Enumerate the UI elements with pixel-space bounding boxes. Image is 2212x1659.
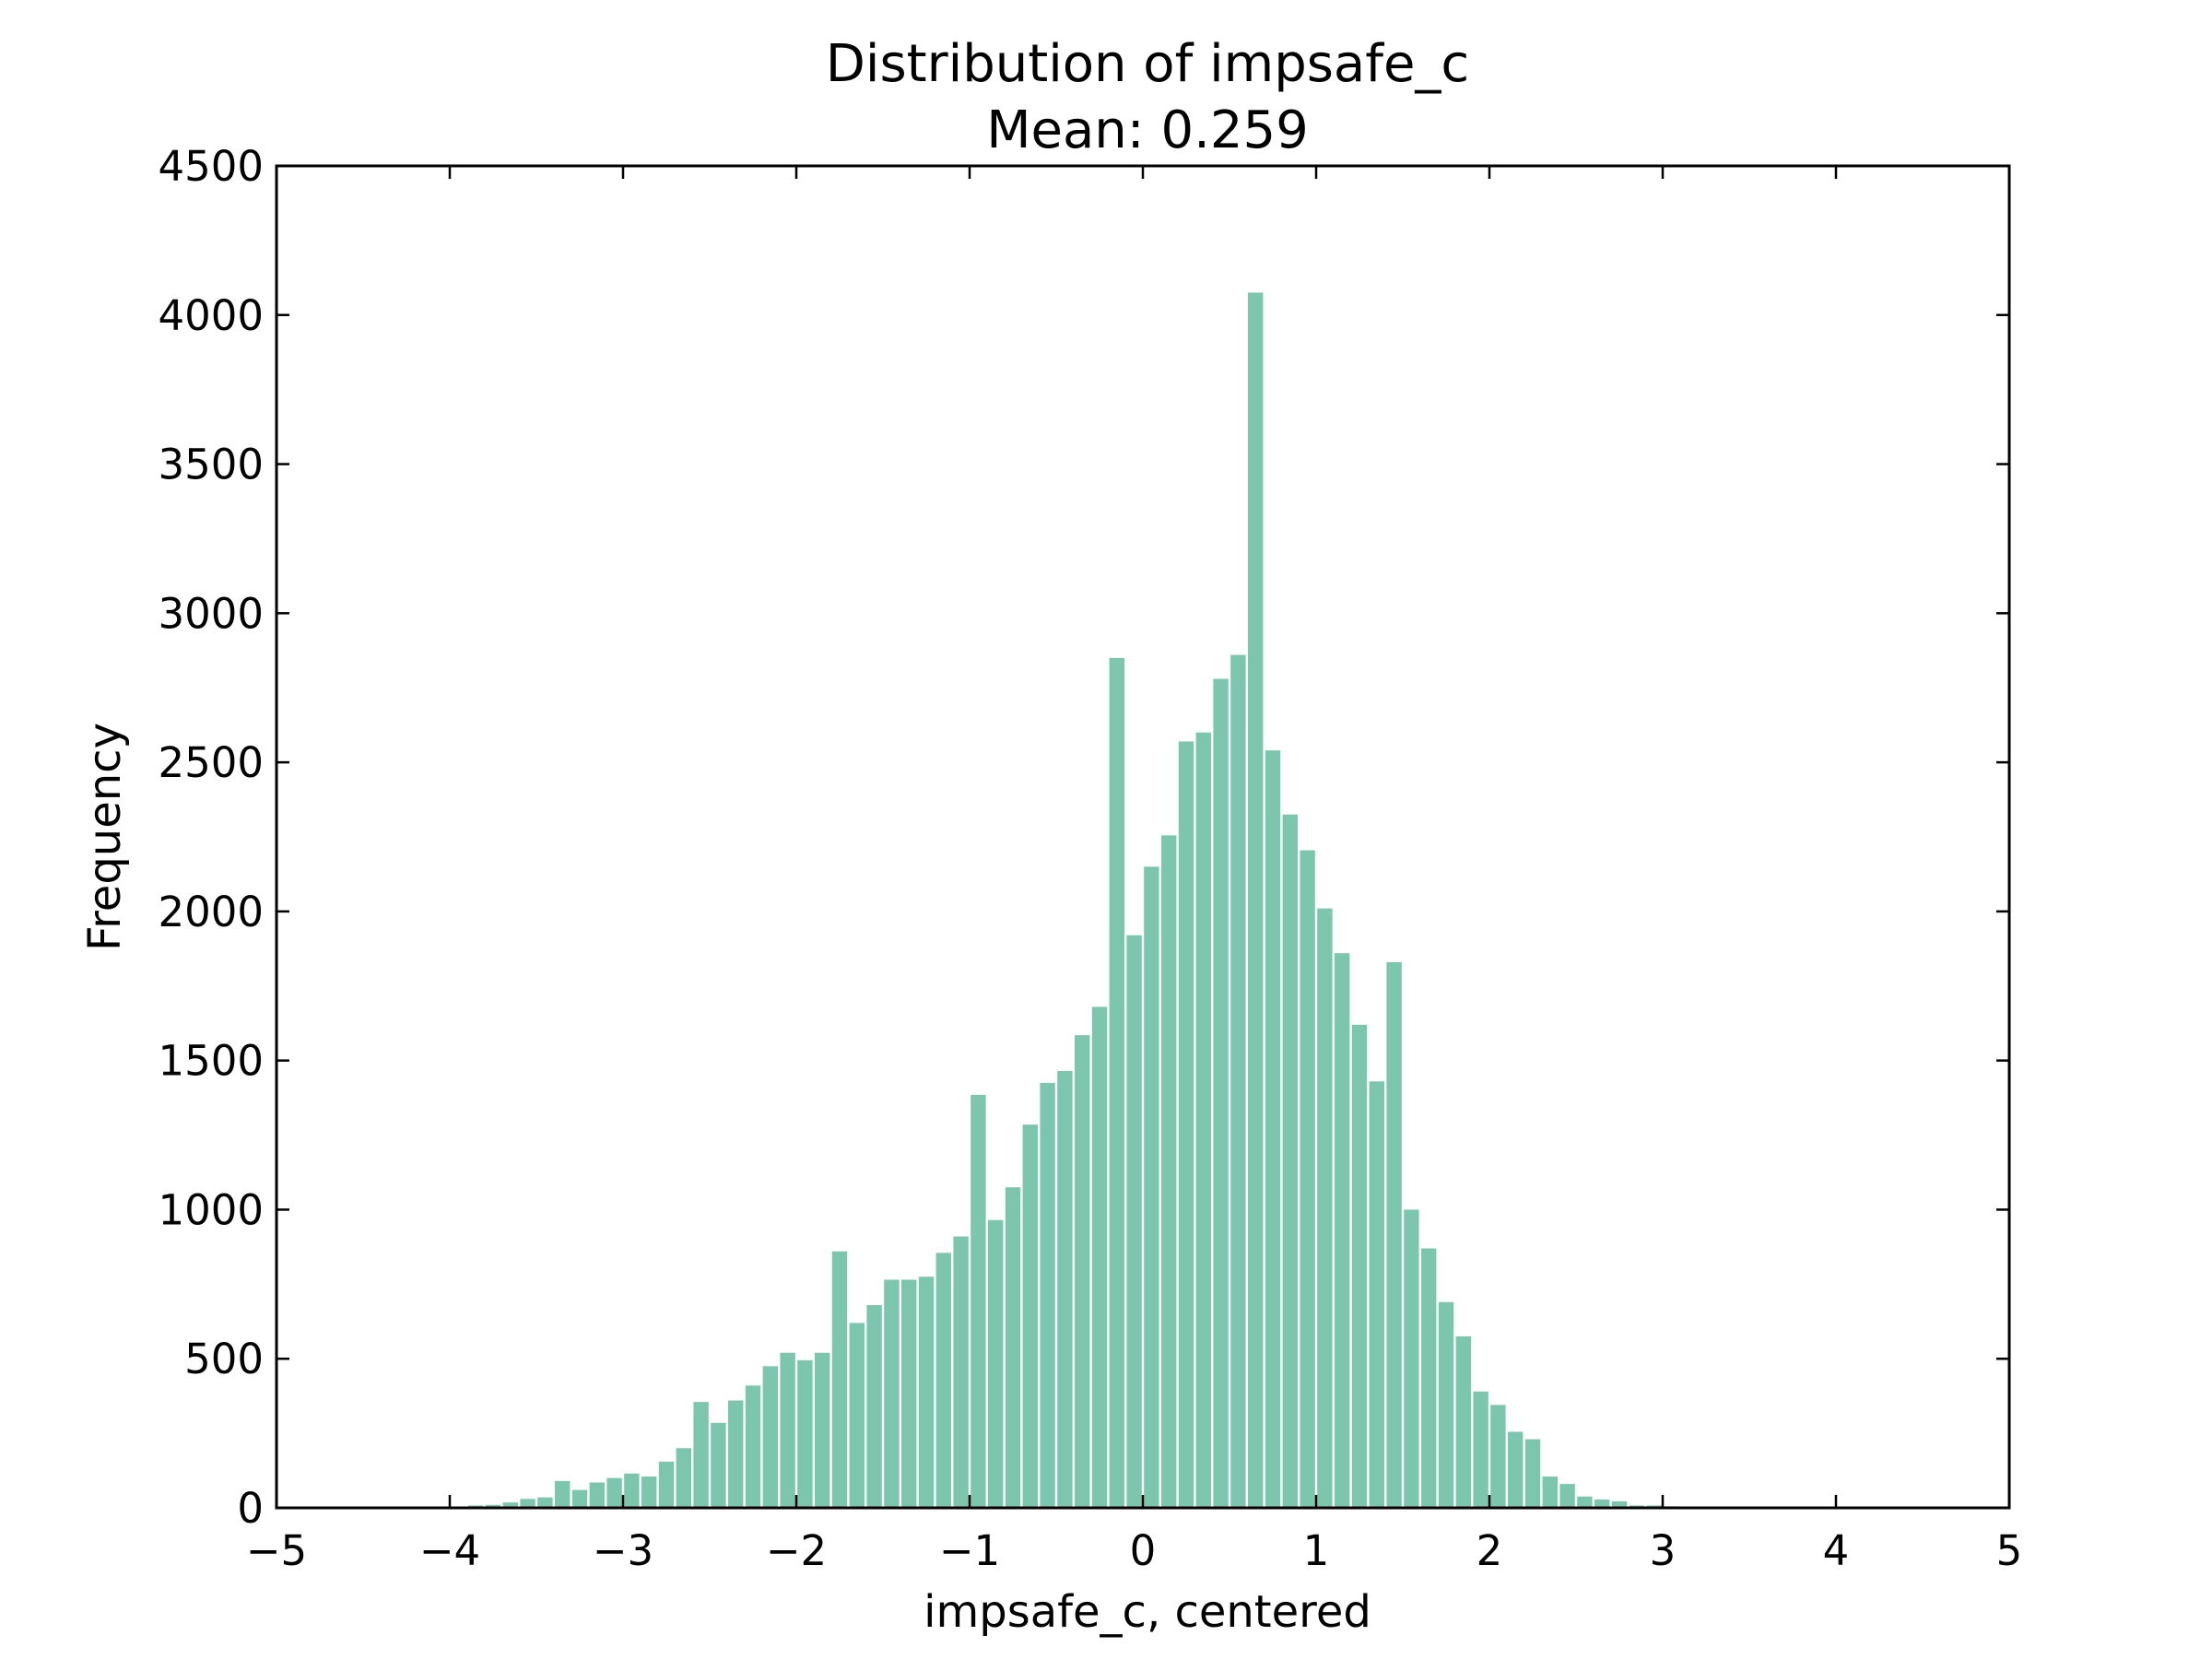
histogram-bar xyxy=(988,1219,1004,1508)
histogram-bar xyxy=(849,1323,865,1508)
histogram-bar xyxy=(1230,654,1246,1508)
histogram-bar xyxy=(1091,1006,1108,1508)
histogram-bar xyxy=(1265,750,1281,1508)
y-tick-label: 1000 xyxy=(158,1185,264,1234)
histogram-bar xyxy=(1005,1187,1021,1508)
histogram-bar xyxy=(1300,850,1315,1508)
histogram-bar xyxy=(780,1352,795,1508)
histogram-bar xyxy=(571,1489,588,1508)
histogram-bar xyxy=(971,1094,986,1508)
histogram-bar xyxy=(762,1366,778,1508)
ticks-group: −5 −4 −3 −2 −1 0 1 2 3 4 5 0 500 1000 1500 2000 2500 3000… xyxy=(158,142,2022,1575)
x-tick-label: −4 xyxy=(419,1526,480,1575)
histogram-bar xyxy=(1559,1484,1575,1508)
histogram-bar xyxy=(1369,1081,1384,1508)
histogram-bar xyxy=(1421,1248,1437,1508)
x-tick-label: −1 xyxy=(939,1526,1000,1575)
histogram-bar xyxy=(901,1279,917,1508)
histogram-bar xyxy=(1335,953,1350,1508)
histogram-bar xyxy=(1075,1035,1090,1508)
x-tick-label: 2 xyxy=(1477,1526,1503,1575)
chart-subtitle: Mean: 0.259 xyxy=(986,100,1309,160)
histogram-bar xyxy=(1144,866,1159,1508)
histogram-bar xyxy=(1524,1439,1541,1508)
y-tick-label: 1500 xyxy=(158,1037,264,1086)
x-tick-label: −3 xyxy=(593,1526,653,1575)
histogram-bar xyxy=(711,1422,726,1508)
histogram-bar xyxy=(797,1359,813,1508)
histogram-bar xyxy=(1404,1209,1419,1508)
histogram-bar xyxy=(555,1480,571,1508)
histogram-bar xyxy=(589,1482,605,1508)
histogram-bar xyxy=(1317,908,1333,1508)
histogram-bar xyxy=(866,1304,882,1508)
histogram-bar xyxy=(1213,678,1229,1508)
histogram-bar xyxy=(884,1279,900,1508)
chart-title: Distribution of impsafe_c xyxy=(826,34,1469,94)
y-axis-label: Frequency xyxy=(79,723,131,951)
histogram-bar xyxy=(1542,1477,1558,1508)
histogram-bar xyxy=(1438,1301,1454,1508)
histogram-bar xyxy=(1195,732,1211,1508)
x-axis-label: impsafe_c, centered xyxy=(924,1586,1371,1638)
histogram-bar xyxy=(1351,1024,1368,1508)
histogram-bar xyxy=(1455,1335,1471,1508)
histogram-bar xyxy=(641,1477,657,1508)
bars-group xyxy=(468,292,1697,1508)
histogram-bar xyxy=(1386,961,1402,1508)
y-tick-label: 500 xyxy=(184,1335,264,1383)
y-tick-label: 2500 xyxy=(158,738,264,787)
histogram-bar xyxy=(1178,741,1194,1508)
histogram-bar xyxy=(1508,1431,1524,1508)
histogram-bar xyxy=(953,1236,969,1508)
histogram-bar xyxy=(1577,1496,1593,1508)
histogram-bar xyxy=(658,1461,675,1508)
histogram-bar xyxy=(1040,1082,1055,1508)
histogram-bar xyxy=(624,1473,640,1508)
y-tick-label: 3000 xyxy=(158,589,264,638)
histogram-bar xyxy=(485,1504,501,1508)
histogram-bar xyxy=(1248,292,1264,1508)
x-tick-label: 1 xyxy=(1303,1526,1330,1575)
histogram-bar xyxy=(1282,814,1298,1508)
histogram-bar xyxy=(693,1402,709,1508)
histogram-bar xyxy=(1109,657,1124,1508)
histogram-bar xyxy=(935,1253,951,1508)
histogram-bar xyxy=(1594,1499,1610,1508)
histogram-bar xyxy=(1022,1124,1038,1508)
x-tick-label: 4 xyxy=(1823,1526,1850,1575)
histogram-bar xyxy=(745,1385,761,1508)
histogram-bar xyxy=(1611,1500,1628,1508)
y-tick-label: 0 xyxy=(237,1484,264,1533)
histogram-bar xyxy=(520,1499,535,1508)
histogram-bar xyxy=(1057,1070,1073,1508)
histogram-bar xyxy=(728,1400,744,1508)
histogram-bar xyxy=(1126,935,1142,1508)
x-tick-label: −5 xyxy=(246,1526,307,1575)
y-tick-label: 2000 xyxy=(158,888,264,936)
histogram-bar xyxy=(606,1477,622,1508)
histogram-bar xyxy=(1161,835,1177,1508)
histogram-bar xyxy=(676,1448,691,1508)
y-tick-label: 4500 xyxy=(158,142,264,191)
histogram-bar xyxy=(815,1352,830,1508)
histogram-bar xyxy=(831,1251,848,1508)
histogram-bar xyxy=(918,1277,935,1508)
histogram-bar xyxy=(1490,1405,1506,1508)
histogram-bar xyxy=(1473,1391,1488,1508)
histogram-bar xyxy=(502,1502,518,1508)
histogram-bar xyxy=(537,1497,553,1508)
x-tick-label: 5 xyxy=(1996,1526,2023,1575)
x-tick-label: −2 xyxy=(766,1526,827,1575)
y-tick-label: 4000 xyxy=(158,291,264,340)
x-tick-label: 0 xyxy=(1130,1526,1157,1575)
x-tick-label: 3 xyxy=(1650,1526,1677,1575)
plot-frame xyxy=(275,164,2011,1510)
y-tick-label: 3500 xyxy=(158,441,264,489)
